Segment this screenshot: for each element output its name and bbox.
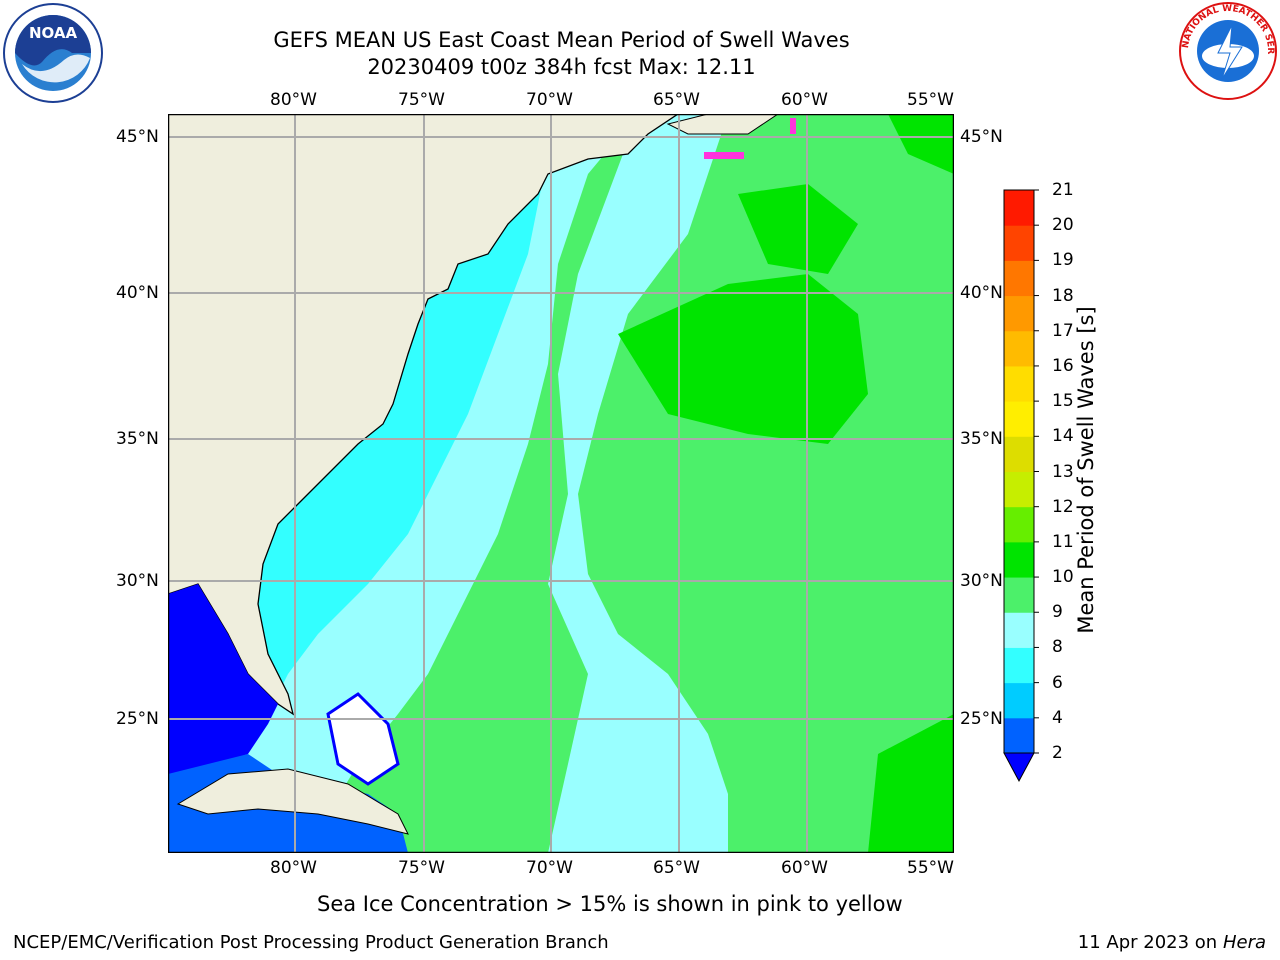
footer-host: Hera	[1222, 932, 1266, 953]
lon-label-bottom: 80°W	[270, 858, 317, 878]
colorbar-tick-label: 12	[1052, 496, 1074, 517]
colorbar-segment	[1004, 365, 1034, 402]
colorbar-tick-label: 6	[1052, 672, 1063, 693]
lon-label-bottom: 55°W	[907, 858, 954, 878]
colorbar-tick-label: 2	[1052, 743, 1063, 763]
map-title-line2: 20230409 t00z 384h fcst Max: 12.11	[367, 55, 756, 79]
colorbar	[990, 180, 1070, 790]
colorbar-svg	[1003, 189, 1039, 783]
colorbar-tick-label: 9	[1052, 602, 1063, 623]
lon-label-bottom: 75°W	[398, 858, 445, 878]
colorbar-tick-label: 15	[1052, 391, 1074, 412]
colorbar-segment	[1004, 577, 1034, 613]
lat-label-right: 25°N	[960, 709, 1003, 729]
colorbar-tick-label: 10	[1052, 567, 1074, 588]
footer-date: 11 Apr 2023 on Hera	[1078, 932, 1266, 954]
lat-label-left: 40°N	[116, 283, 159, 303]
colorbar-segment	[1004, 295, 1034, 332]
colorbar-tick-label: 13	[1052, 461, 1074, 482]
colorbar-segment	[1004, 682, 1034, 719]
lon-label-top: 80°W	[270, 90, 317, 110]
noaa-logo-icon: NOAA	[2, 2, 104, 104]
sea-ice-caption: Sea Ice Concentration > 15% is shown in …	[317, 892, 903, 916]
lat-label-left: 45°N	[116, 127, 159, 147]
colorbar-tick-labels: 2 4 6 8 9 10 11 12 13 14 15 16 17 18 19 20 21	[1052, 180, 1112, 780]
colorbar-tick-label: 4	[1052, 707, 1063, 728]
colorbar-title: Mean Period of Swell Waves [s]	[1074, 306, 1098, 634]
swell-period-map	[167, 113, 955, 854]
lat-label-left: 25°N	[116, 709, 159, 729]
lat-label-right: 45°N	[960, 127, 1003, 147]
colorbar-tick-label: 14	[1052, 426, 1074, 447]
colorbar-tick-label: 21	[1052, 180, 1074, 200]
colorbar-segment	[1004, 647, 1034, 684]
nws-logo-icon: NATIONAL WEATHER SERVICE	[1175, 0, 1278, 101]
lon-label-top: 70°W	[526, 90, 573, 110]
lat-label-left: 35°N	[116, 429, 159, 449]
colorbar-tick-label: 20	[1052, 215, 1074, 236]
lon-label-bottom: 65°W	[653, 858, 700, 878]
colorbar-tick-label: 8	[1052, 637, 1063, 658]
colorbar-segment	[1004, 541, 1034, 578]
colorbar-segment	[1004, 506, 1034, 543]
colorbar-segment	[1004, 401, 1034, 437]
colorbar-tick-label: 18	[1052, 285, 1074, 306]
lon-label-bottom: 70°W	[526, 858, 573, 878]
colorbar-segment	[1004, 436, 1034, 472]
colorbar-tick-label: 11	[1052, 531, 1074, 552]
footer-credit: NCEP/EMC/Verification Post Processing Pr…	[13, 932, 609, 953]
colorbar-tick-label: 17	[1052, 320, 1074, 341]
colorbar-segment	[1004, 330, 1034, 367]
lat-label-right: 30°N	[960, 571, 1003, 591]
lon-label-top: 75°W	[398, 90, 445, 110]
colorbar-segment	[1004, 260, 1034, 297]
svg-text:NOAA: NOAA	[29, 24, 78, 42]
colorbar-segment	[1004, 190, 1034, 226]
colorbar-segment	[1004, 717, 1034, 754]
lon-label-top: 55°W	[907, 90, 954, 110]
map-title-line1: GEFS MEAN US East Coast Mean Period of S…	[273, 28, 850, 52]
footer-date-text: 11 Apr 2023 on	[1077, 932, 1223, 953]
lon-label-top: 65°W	[653, 90, 700, 110]
colorbar-segment	[1004, 225, 1034, 261]
colorbar-segment	[1004, 612, 1034, 648]
colorbar-under-triangle	[1003, 752, 1035, 783]
colorbar-segment	[1004, 471, 1034, 508]
lon-label-bottom: 60°W	[781, 858, 828, 878]
colorbar-tick-label: 16	[1052, 355, 1074, 376]
lat-label-left: 30°N	[116, 571, 159, 591]
lon-label-top: 60°W	[781, 90, 828, 110]
lat-label-right: 35°N	[960, 429, 1003, 449]
lat-label-right: 40°N	[960, 283, 1003, 303]
colorbar-tick-label: 19	[1052, 250, 1074, 271]
